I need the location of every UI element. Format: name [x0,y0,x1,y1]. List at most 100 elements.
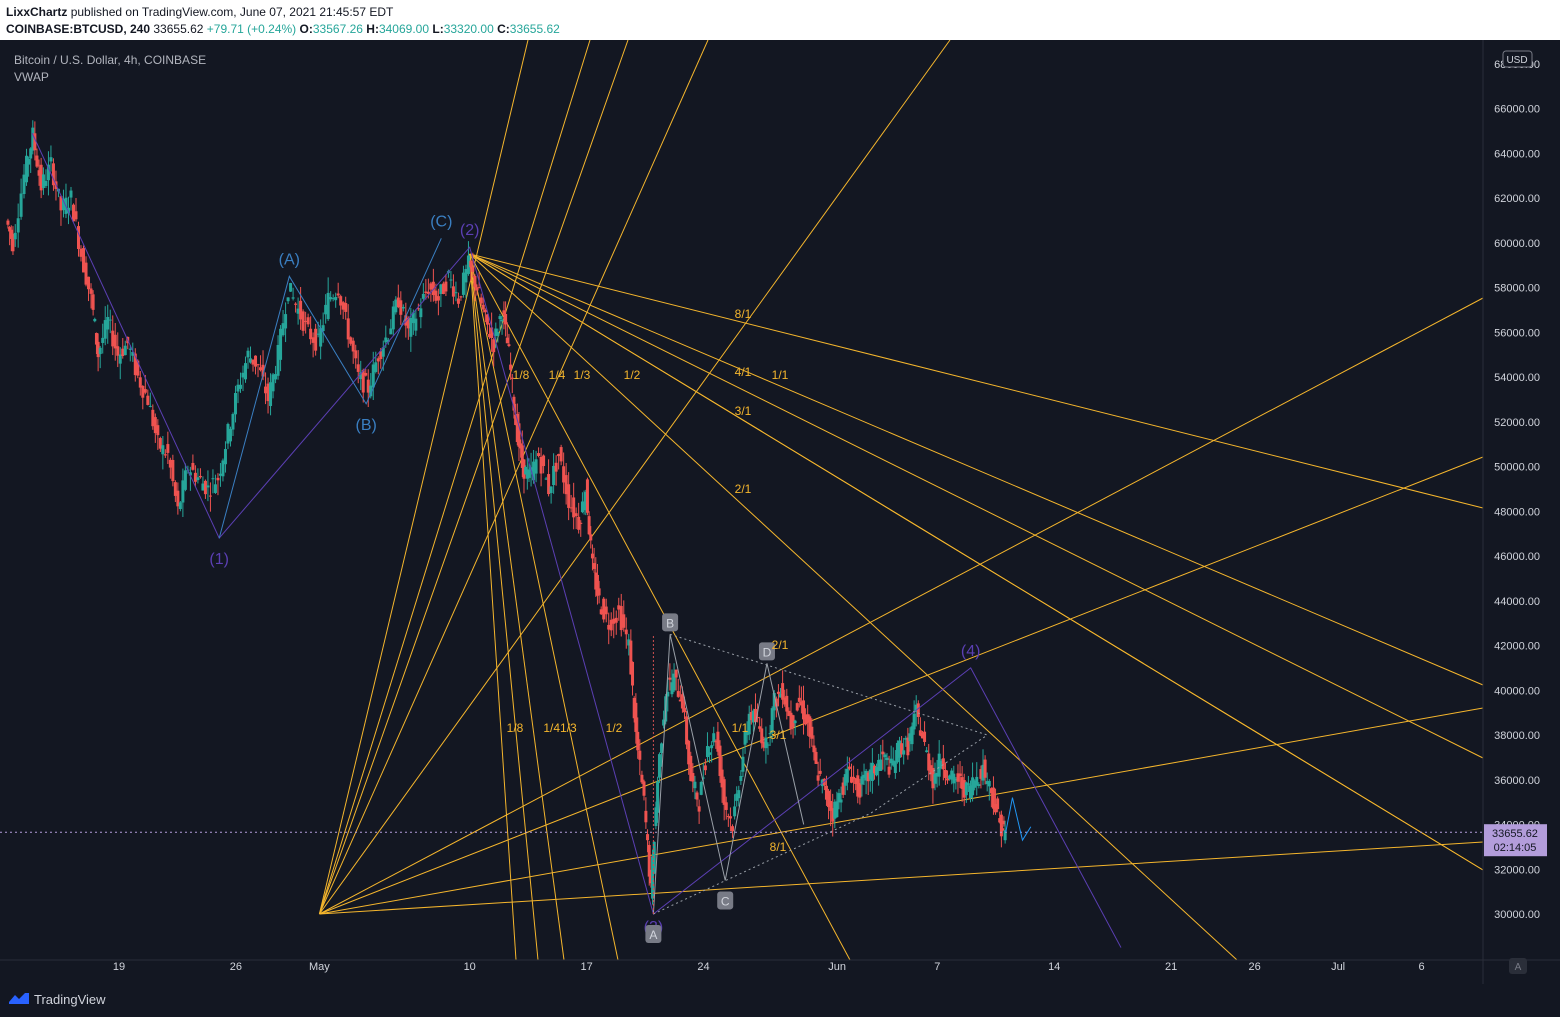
candle-body [701,777,705,779]
candle-body [111,330,115,347]
candle-body [747,713,751,735]
candle-body [488,333,492,338]
candle-body [1003,830,1007,841]
fib-fan-line-bottom-8 [318,40,529,915]
high-label: H: [366,22,379,36]
candle-body [208,495,212,497]
last-price-tag: 33655.62 02:14:05 [1484,824,1547,857]
low-label: L: [432,22,444,36]
candle-body [510,377,514,379]
candle-body [163,454,167,456]
candle-body [251,359,255,365]
candle-body [515,413,519,443]
tradingview-brand[interactable]: TradingView [34,992,106,1007]
fib-fan-line-bottom-5 [318,40,709,915]
candle-body [519,443,523,449]
candle-body [509,364,513,370]
candle-body [496,332,500,336]
price-tick-label: 60000.00 [1494,238,1540,250]
change-value: +79.71 (+0.24%) [206,22,297,36]
currency-badge[interactable] [1502,50,1533,68]
author-name[interactable]: LixxChartz [6,5,68,19]
candle-body [612,618,616,624]
candle-body [654,807,658,827]
candle-body [564,475,568,495]
close-label: C: [497,22,510,36]
candle-body [369,385,373,397]
candle-body [864,770,868,781]
candle-body [37,170,41,176]
candle-body [674,669,678,678]
candle-body [793,720,797,724]
candle-body [781,683,785,700]
candle-body [749,712,753,721]
candle-body [662,719,666,726]
candle-body [660,743,664,754]
candle-body [787,710,791,716]
fib-fan-lines [318,40,1484,961]
candle-body [652,841,656,874]
candle-body [683,707,687,713]
candle-body [459,296,463,298]
candle-body [346,318,350,340]
candle-body [141,386,145,398]
candle-body [29,148,33,159]
candle-body [173,482,177,496]
candle-body [668,677,672,680]
price-chart[interactable]: (1)(2)(3)(4)(A)(B)(C)ABCD1/81/41/31/24/1… [0,40,1560,984]
candle-body [858,783,862,798]
fib-fan-line-top-8 [469,253,517,961]
candle-body [634,702,638,732]
candle-body [939,761,943,769]
auto-scale-button[interactable] [1509,958,1527,974]
candle-body [527,470,531,478]
candle-body [123,345,127,356]
candle-body [795,703,799,711]
candle-body [306,317,310,325]
candle-body [44,180,48,186]
candle-body [108,319,112,321]
candle-body [49,157,53,162]
time-axis: 19 26 May 10 17 24 Jun 7 14 21 26 Jul 6 [113,961,1425,973]
candle-body [196,477,200,481]
candle-body [264,386,268,394]
chart-labels: (1)(2)(3)(4)(A)(B)(C)ABCD1/81/41/31/24/1… [209,213,980,943]
candle-body [331,298,335,300]
candle-body [589,534,593,541]
candle-body [937,753,941,777]
candle-body [153,417,157,434]
candle-body [812,745,816,753]
countdown-label: 02:14:05 [1494,842,1537,854]
candle-body [920,732,924,739]
candle-body [712,733,716,743]
candle-body [477,287,481,289]
tradingview-logo-icon[interactable] [8,990,30,1006]
candle-body [203,480,207,495]
candle-body [931,767,935,789]
candle-body [693,781,697,789]
wave-label: (B) [355,417,376,434]
candle-body [816,775,820,781]
candle-body [271,374,275,392]
candle-body [61,198,65,211]
candle-body [685,716,689,745]
price-tick-label: 66000.00 [1494,104,1540,116]
candle-body [927,753,931,771]
fib-fan-line-top-0 [469,253,1484,509]
candle-body [574,513,578,517]
price-axis-panel[interactable] [1483,40,1560,960]
candle-body [471,267,475,272]
candle-body [579,522,583,524]
candle-body [868,769,872,780]
candle-body [845,768,849,783]
candle-body [525,469,529,479]
fan-ratio-label: 2/1 [735,482,752,496]
candle-body [925,750,929,753]
candle-body [710,745,714,749]
candle-body [818,770,822,774]
time-tick-label: 24 [697,961,709,973]
candle-body [8,227,12,232]
candle-body [895,742,899,763]
fan-ratio-label: 1/8 [507,721,524,735]
candle-body [933,773,937,784]
